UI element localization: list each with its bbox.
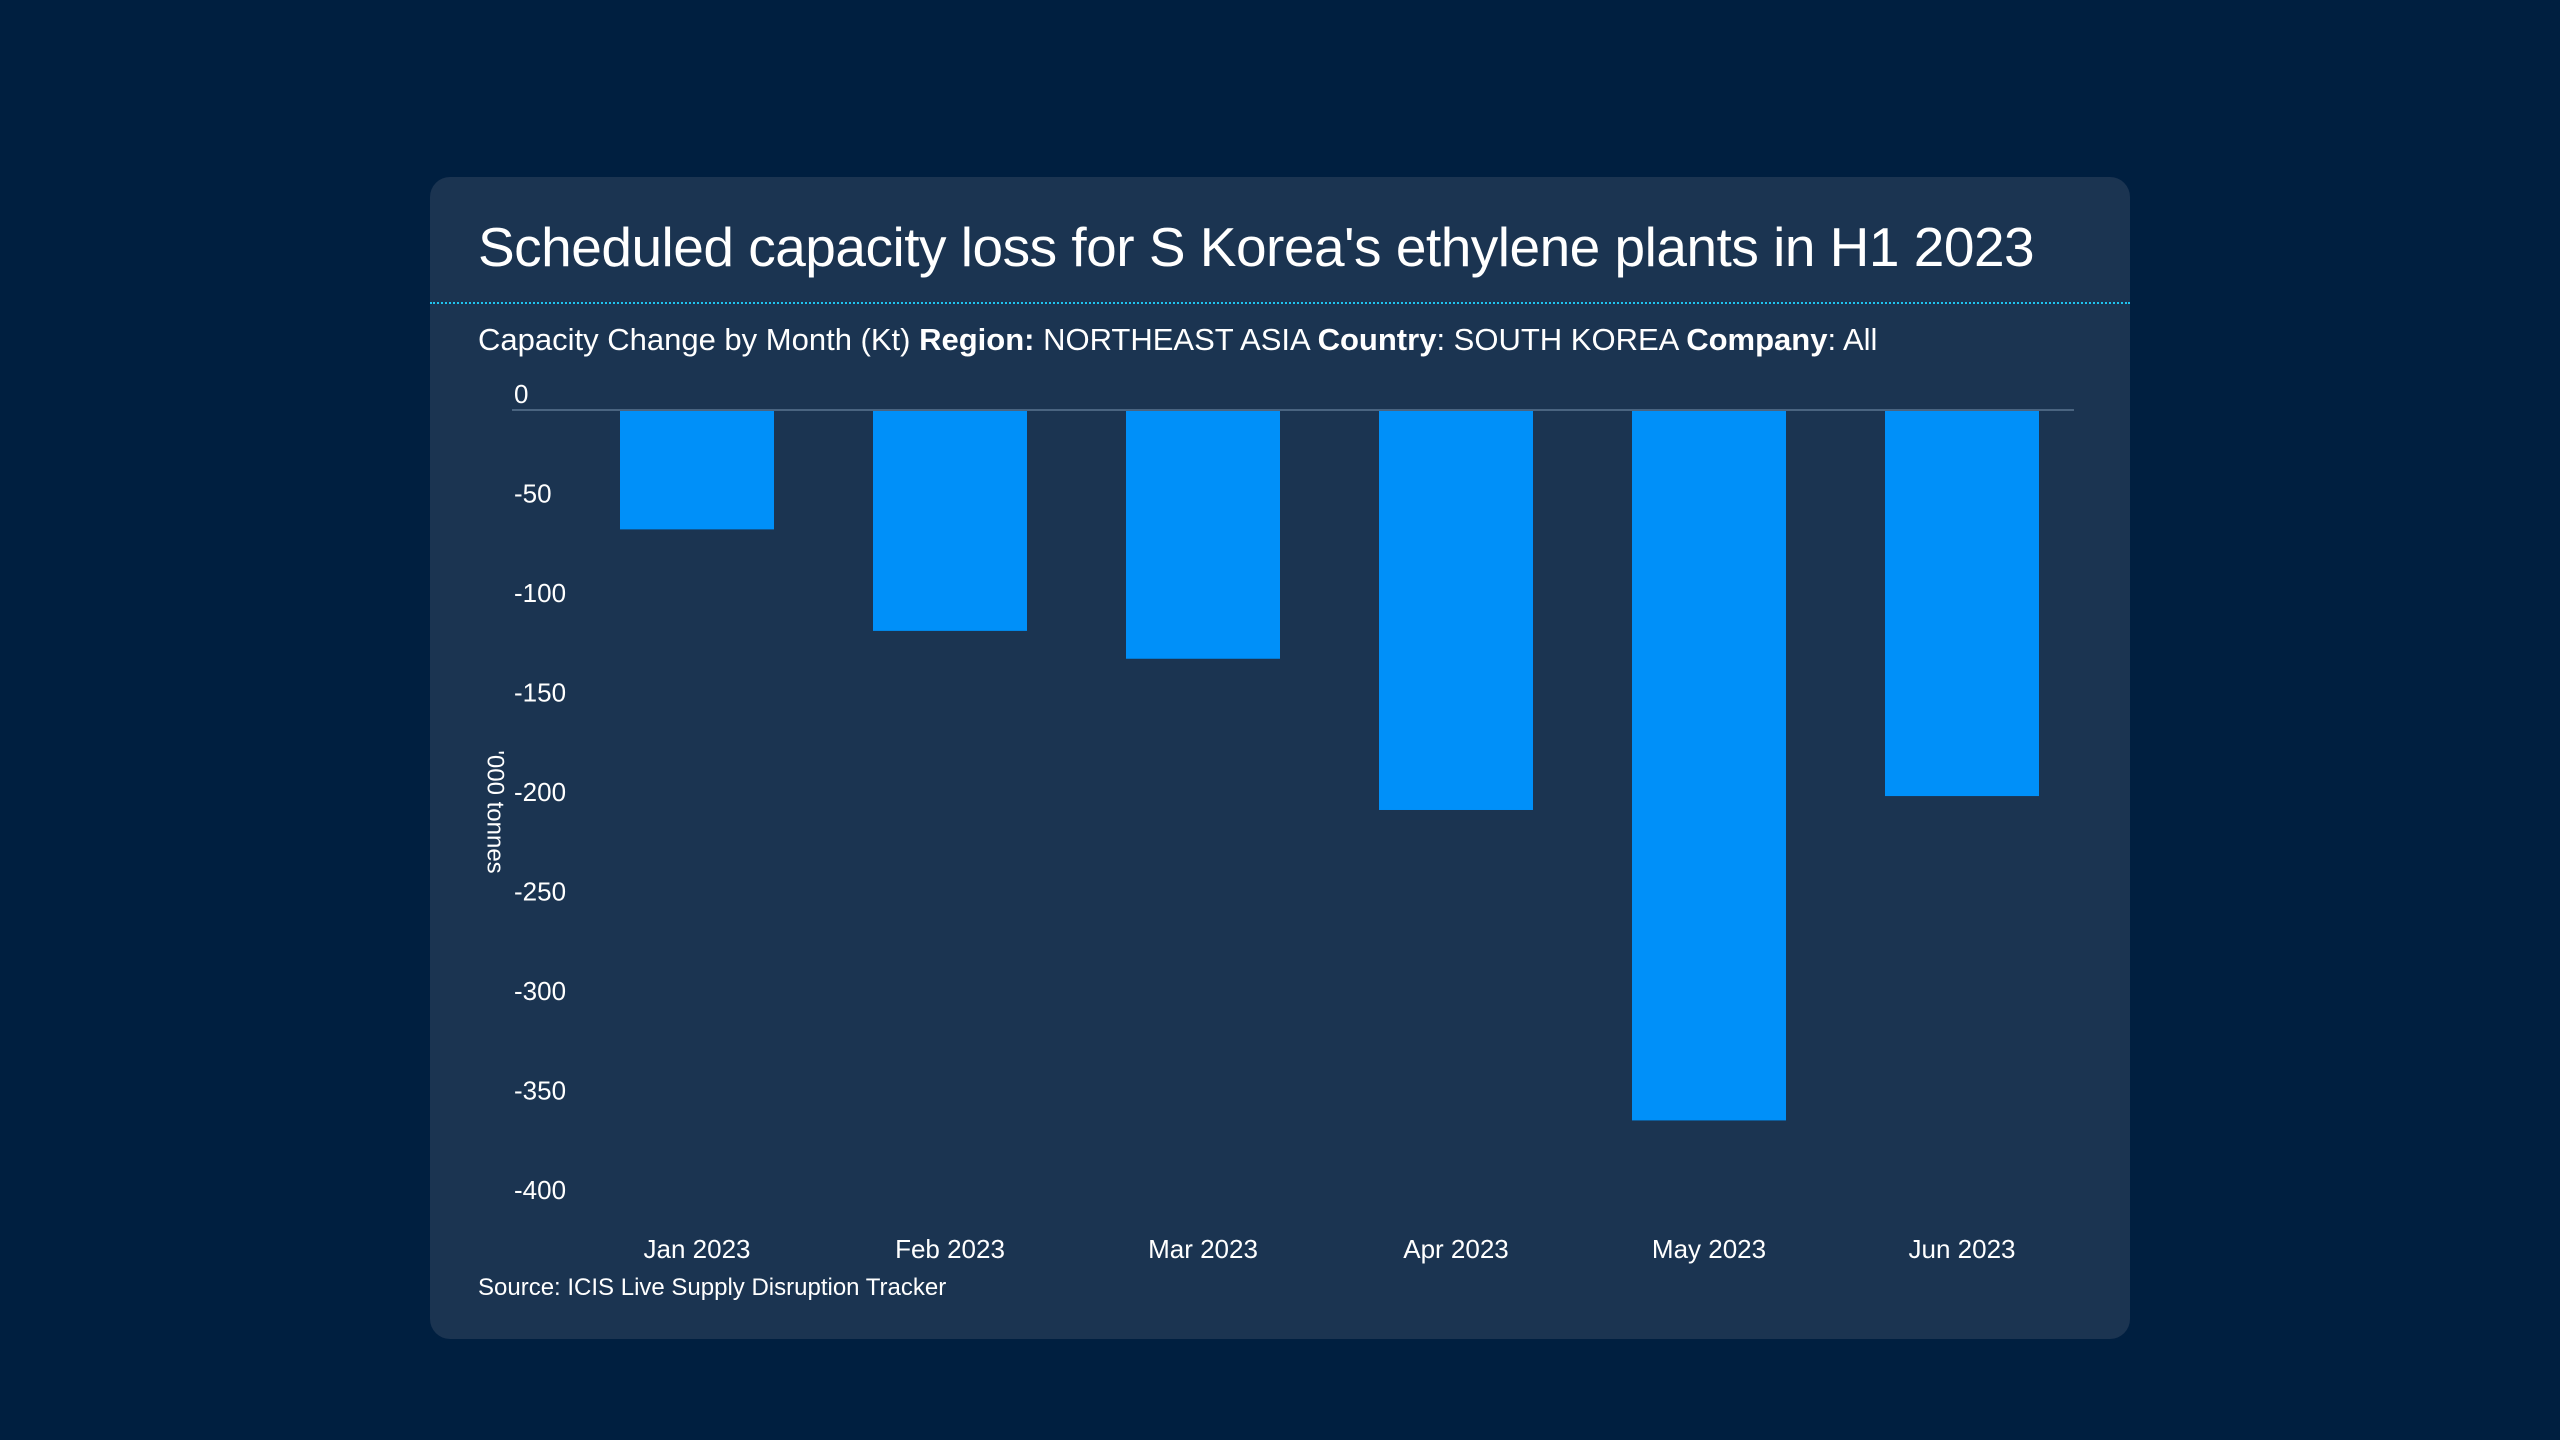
company-value: : All — [1827, 322, 1878, 357]
x-axis-ticks: Jan 2023 Feb 2023 Mar 2023 Apr 2023 May 2023… — [644, 1234, 2016, 1264]
y-tick-label: -350 — [514, 1076, 566, 1106]
y-tick-label: 0 — [514, 379, 528, 409]
bars — [620, 411, 2039, 1121]
x-tick-label: May 2023 — [1652, 1234, 1766, 1264]
y-tick-label: -400 — [514, 1175, 566, 1205]
y-axis-label: '000 tonnes — [482, 750, 509, 873]
bar-jan-2023 — [620, 411, 774, 530]
bar-chart: 0 -50 -100 -150 -200 -250 -300 -350 -400 Jan 202… — [482, 379, 2074, 1264]
chart-title: Scheduled capacity loss for S Korea's et… — [478, 216, 2035, 278]
x-tick-label: Jun 2023 — [1909, 1234, 2016, 1264]
chart-card: Scheduled capacity loss for S Korea's et… — [430, 177, 2130, 1339]
y-tick-label: -150 — [514, 678, 566, 708]
bar-feb-2023 — [873, 411, 1027, 631]
bar-mar-2023 — [1126, 411, 1280, 659]
x-tick-label: Mar 2023 — [1148, 1234, 1258, 1264]
y-tick-label: -300 — [514, 976, 566, 1006]
y-tick-label: -50 — [514, 479, 552, 509]
title-divider — [430, 302, 2130, 304]
bar-may-2023 — [1632, 411, 1786, 1121]
x-tick-label: Feb 2023 — [895, 1234, 1005, 1264]
x-tick-label: Jan 2023 — [644, 1234, 751, 1264]
x-tick-label: Apr 2023 — [1403, 1234, 1509, 1264]
country-label: Country — [1317, 322, 1437, 357]
chart-subtitle: Capacity Change by Month (Kt) Region: NO… — [478, 322, 1877, 358]
country-value: : SOUTH KOREA — [1436, 322, 1687, 357]
bar-jun-2023 — [1885, 411, 2039, 797]
y-tick-label: -250 — [514, 877, 566, 907]
region-label: Region: — [919, 322, 1035, 357]
y-axis-ticks: 0 -50 -100 -150 -200 -250 -300 -350 -400 — [514, 379, 566, 1205]
subtitle-prefix: Capacity Change by Month (Kt) — [478, 322, 920, 357]
company-label: Company — [1686, 322, 1828, 357]
y-tick-label: -200 — [514, 777, 566, 807]
y-tick-label: -100 — [514, 578, 566, 608]
region-value: NORTHEAST ASIA — [1034, 322, 1318, 357]
bar-apr-2023 — [1379, 411, 1533, 810]
source-note: Source: ICIS Live Supply Disruption Trac… — [478, 1274, 947, 1301]
